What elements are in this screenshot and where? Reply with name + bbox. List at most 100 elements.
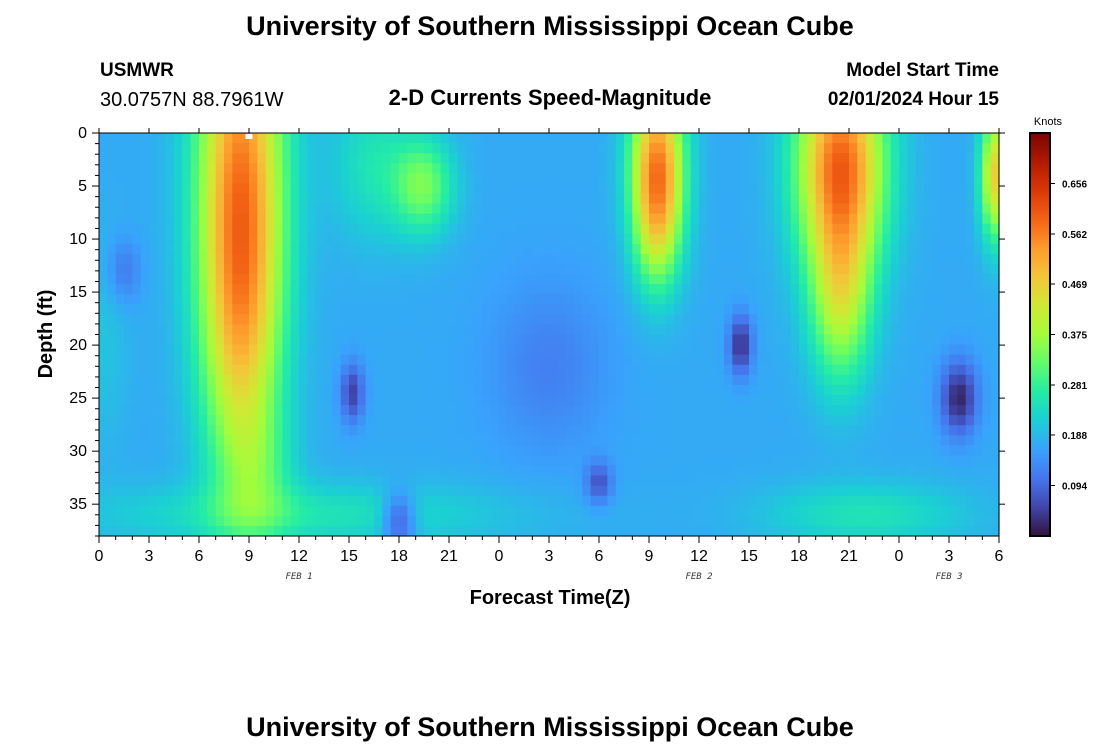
heatmap-cell	[107, 465, 117, 477]
heatmap-cell	[365, 475, 375, 487]
heatmap-cell	[199, 213, 208, 225]
heatmap-cell	[932, 203, 942, 215]
heatmap-cell	[899, 515, 908, 527]
heatmap-cell	[182, 173, 192, 184]
heatmap-cell	[282, 475, 292, 487]
heatmap-cell	[132, 415, 142, 426]
heatmap-cell	[832, 203, 842, 215]
heatmap-cell	[540, 495, 550, 507]
heatmap-cell	[407, 354, 417, 366]
heatmap-cell	[807, 274, 817, 285]
heatmap-cell	[824, 213, 833, 225]
heatmap-cell	[524, 324, 533, 336]
heatmap-cell	[574, 173, 583, 184]
heatmap-cell	[815, 374, 825, 386]
heatmap-cell	[207, 394, 217, 406]
heatmap-cell	[515, 294, 525, 305]
heatmap-cell	[749, 405, 758, 416]
heatmap-cell	[374, 465, 383, 477]
heatmap-cell	[915, 374, 925, 386]
heatmap-cell	[240, 505, 250, 517]
heatmap-cell	[865, 435, 875, 446]
heatmap-cell	[474, 294, 483, 305]
heatmap-cell	[174, 173, 183, 184]
heatmap-cell	[765, 294, 775, 305]
heatmap-cell	[749, 505, 758, 517]
heatmap-cell	[957, 203, 967, 215]
heatmap-cell	[374, 475, 383, 487]
heatmap-cell	[965, 334, 975, 346]
heatmap-cell	[874, 384, 883, 396]
heatmap-cell	[574, 505, 583, 517]
heatmap-cell	[324, 233, 333, 245]
heatmap-cell	[499, 274, 508, 285]
heatmap-cell	[899, 445, 908, 456]
heatmap-cell	[457, 314, 467, 326]
heatmap-cell	[515, 183, 525, 195]
heatmap-cell	[149, 324, 158, 336]
heatmap-cell	[940, 173, 950, 184]
heatmap-cell	[132, 475, 142, 487]
heatmap-cell	[957, 193, 967, 205]
heatmap-cell	[190, 515, 200, 527]
heatmap-cell	[674, 334, 683, 346]
heatmap-cell	[515, 153, 525, 164]
heatmap-cell	[940, 203, 950, 215]
heatmap-cell	[974, 263, 983, 275]
heatmap-cell	[765, 193, 775, 205]
heatmap-cell	[690, 324, 700, 336]
heatmap-cell	[615, 465, 625, 477]
heatmap-cell	[190, 344, 200, 356]
heatmap-cell	[765, 304, 775, 315]
heatmap-cell	[799, 505, 808, 517]
heatmap-cell	[782, 495, 792, 507]
heatmap-cell	[657, 243, 667, 255]
heatmap-cell	[915, 525, 925, 537]
heatmap-cell	[949, 475, 958, 487]
heatmap-cell	[674, 304, 683, 315]
heatmap-cell	[415, 334, 425, 346]
heatmap-cell	[674, 485, 683, 497]
heatmap-cell	[515, 425, 525, 436]
heatmap-cell	[974, 284, 983, 295]
heatmap-cell	[957, 133, 967, 144]
heatmap-cell	[674, 324, 683, 336]
heatmap-cell	[957, 263, 967, 275]
heatmap-cell	[290, 274, 300, 285]
heatmap-cell	[465, 253, 475, 265]
heatmap-cell	[774, 495, 783, 507]
heatmap-cell	[532, 153, 542, 164]
heatmap-cell	[557, 183, 567, 195]
heatmap-cell	[932, 233, 942, 245]
heatmap-cell	[274, 153, 283, 164]
heatmap-cell	[432, 475, 442, 487]
heatmap-cell	[774, 405, 783, 416]
heatmap-cell	[399, 233, 408, 245]
heatmap-cell	[690, 143, 700, 154]
heatmap-cell	[665, 354, 675, 366]
heatmap-cell	[240, 213, 250, 225]
heatmap-cell	[274, 324, 283, 336]
heatmap-cell	[282, 314, 292, 326]
heatmap-cell	[557, 445, 567, 456]
heatmap-cell	[490, 515, 500, 527]
heatmap-cell	[182, 314, 192, 326]
heatmap-cell	[407, 153, 417, 164]
heatmap-cell	[624, 243, 633, 255]
heatmap-cell	[532, 274, 542, 285]
heatmap-cell	[457, 525, 467, 537]
heatmap-cell	[965, 304, 975, 315]
heatmap-cell	[299, 445, 308, 456]
heatmap-cell	[799, 435, 808, 446]
heatmap-cell	[899, 223, 908, 235]
heatmap-cell	[899, 324, 908, 336]
heatmap-cell	[382, 334, 392, 346]
heatmap-cell	[674, 495, 683, 507]
heatmap-cell	[957, 344, 967, 356]
heatmap-cell	[949, 384, 958, 396]
heatmap-cell	[590, 183, 600, 195]
heatmap-cell	[557, 203, 567, 215]
heatmap-cell	[207, 153, 217, 164]
heatmap-cell	[782, 284, 792, 295]
heatmap-cell	[415, 384, 425, 396]
